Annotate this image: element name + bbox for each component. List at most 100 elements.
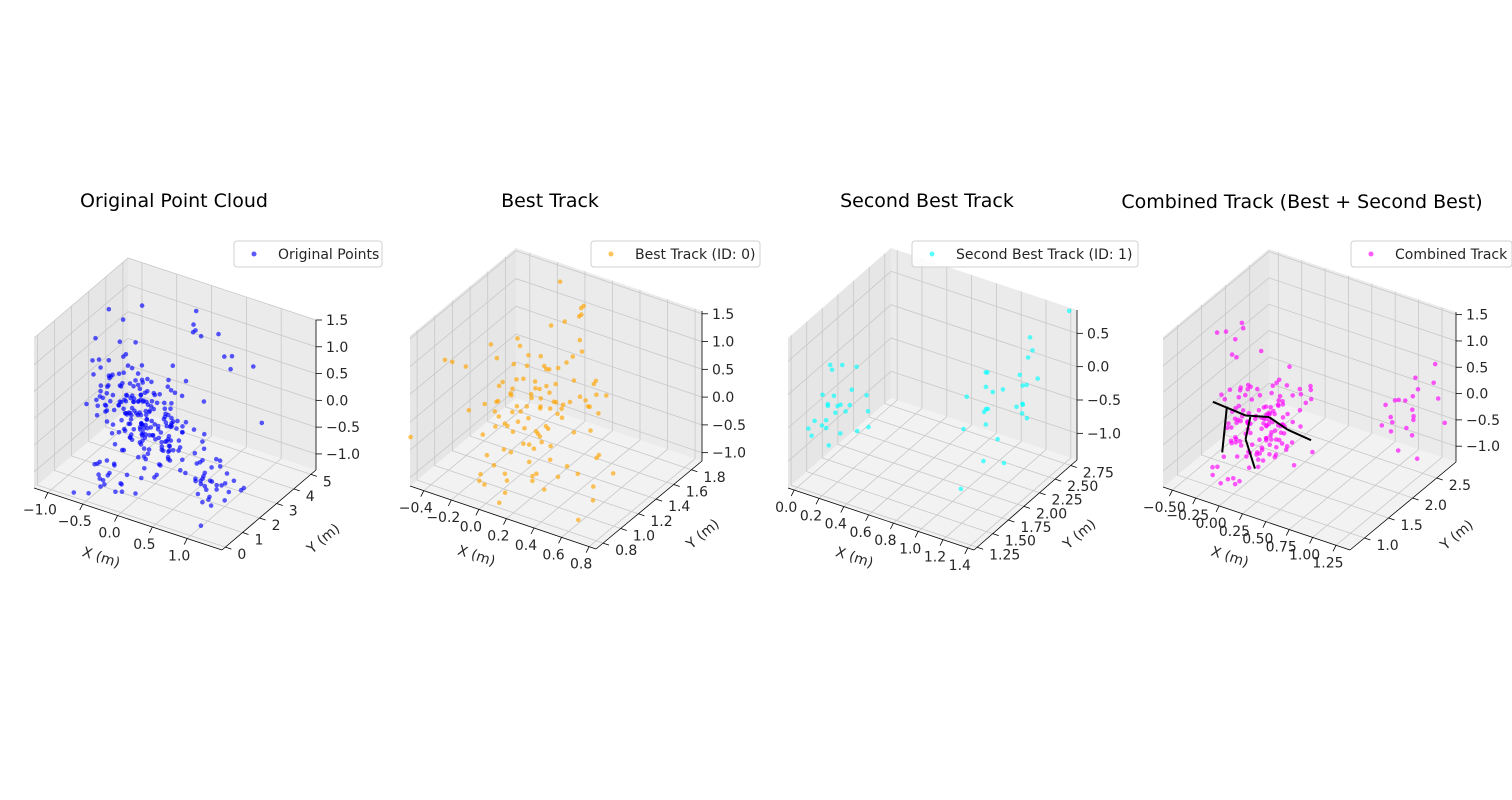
data-point [1276, 398, 1281, 403]
x-tick-mark [447, 499, 452, 507]
y-grid-line [37, 335, 226, 548]
data-point [1277, 393, 1283, 399]
y-grid-line [884, 253, 1071, 466]
data-point [1409, 433, 1415, 438]
z-grid-line [33, 257, 317, 339]
data-point [578, 305, 584, 311]
data-point [138, 392, 144, 398]
data-point [1232, 481, 1238, 487]
data-point [1260, 458, 1266, 463]
data-point [222, 354, 227, 359]
data-point [1270, 383, 1276, 389]
data-point [570, 354, 576, 359]
data-point [1388, 429, 1394, 434]
subplot-1: −1.0−0.50.00.51.0 012345−1.0−0.50.00.51.0… [23, 190, 383, 571]
data-point [209, 465, 214, 470]
legend: Original Points [233, 240, 383, 268]
data-point [192, 450, 198, 456]
data-point [1432, 361, 1438, 367]
data-point [104, 458, 110, 463]
data-point [183, 378, 189, 384]
x-tick-mark [1239, 513, 1243, 520]
y-grid-line [434, 315, 621, 529]
data-point [1237, 388, 1243, 393]
x-tick-mark [79, 503, 84, 511]
z-tick-label: 0.5 [712, 362, 734, 378]
x-tick-label: 1.2 [924, 550, 946, 566]
data-point [502, 471, 508, 477]
legend-label: Second Best Track (ID: 1) [956, 247, 1132, 263]
data-point [541, 363, 547, 369]
y-grid-line [71, 306, 260, 519]
data-point [110, 422, 116, 427]
data-point [238, 487, 244, 493]
data-point [121, 406, 126, 412]
data-point [526, 442, 532, 447]
y-tick-label: 2 [272, 518, 281, 534]
data-point [514, 404, 520, 409]
y-tick-mark [1436, 477, 1443, 481]
data-point [1276, 377, 1282, 383]
z-tick-label: −0.5 [1087, 393, 1121, 409]
data-point [151, 390, 157, 396]
y-axis-label: Y (m) [683, 516, 723, 553]
data-point [559, 406, 564, 412]
data-point [537, 406, 543, 411]
z-tick-label: −1.0 [1466, 439, 1500, 455]
data-point [139, 303, 145, 308]
data-point [504, 478, 510, 483]
y-grid-line [504, 256, 692, 471]
data-point [1274, 444, 1279, 450]
data-point [208, 503, 214, 508]
x-tick-label: −0.25 [1166, 508, 1209, 524]
x-grid-line [82, 274, 178, 505]
data-point [1267, 442, 1272, 448]
data-point [547, 457, 553, 463]
x-tick-mark [1215, 505, 1220, 513]
data-point [1273, 452, 1279, 458]
x-grid-line [478, 271, 586, 510]
data-point [131, 384, 136, 389]
data-point [596, 411, 601, 416]
x-axis-label: X (m) [834, 544, 876, 571]
data-point [537, 434, 543, 439]
data-point [849, 387, 855, 393]
data-point [557, 279, 563, 285]
data-point [149, 399, 155, 404]
data-point [107, 470, 112, 476]
data-point [562, 319, 567, 324]
series-1 [408, 279, 616, 523]
data-point [1411, 413, 1416, 419]
data-point [1258, 348, 1264, 354]
data-point [168, 406, 173, 412]
x-tick-mark [1168, 489, 1173, 497]
data-point [524, 363, 530, 369]
data-point [806, 426, 811, 431]
z-tick-label: 0.0 [712, 390, 734, 406]
x-axis-label: X (m) [456, 543, 498, 570]
x-tick-mark [585, 546, 590, 553]
data-point [983, 422, 989, 427]
data-point [121, 370, 126, 376]
data-point [1024, 415, 1030, 421]
data-point [524, 404, 530, 409]
data-point [170, 448, 176, 453]
data-point [214, 483, 219, 488]
data-point [517, 343, 523, 349]
data-point [1223, 329, 1229, 334]
data-point [1281, 431, 1287, 436]
data-point [150, 433, 156, 438]
data-point [128, 417, 134, 422]
x-tick-mark [420, 490, 425, 497]
data-point [154, 400, 160, 406]
data-point [1218, 481, 1223, 486]
data-point [179, 393, 185, 399]
legend-marker [1368, 251, 1374, 257]
data-point [983, 384, 989, 390]
data-point [118, 481, 123, 486]
data-point [1276, 403, 1281, 409]
y-tick-mark [1008, 519, 1015, 523]
data-point [129, 365, 135, 371]
data-point [1249, 397, 1255, 402]
data-point [1221, 454, 1227, 460]
